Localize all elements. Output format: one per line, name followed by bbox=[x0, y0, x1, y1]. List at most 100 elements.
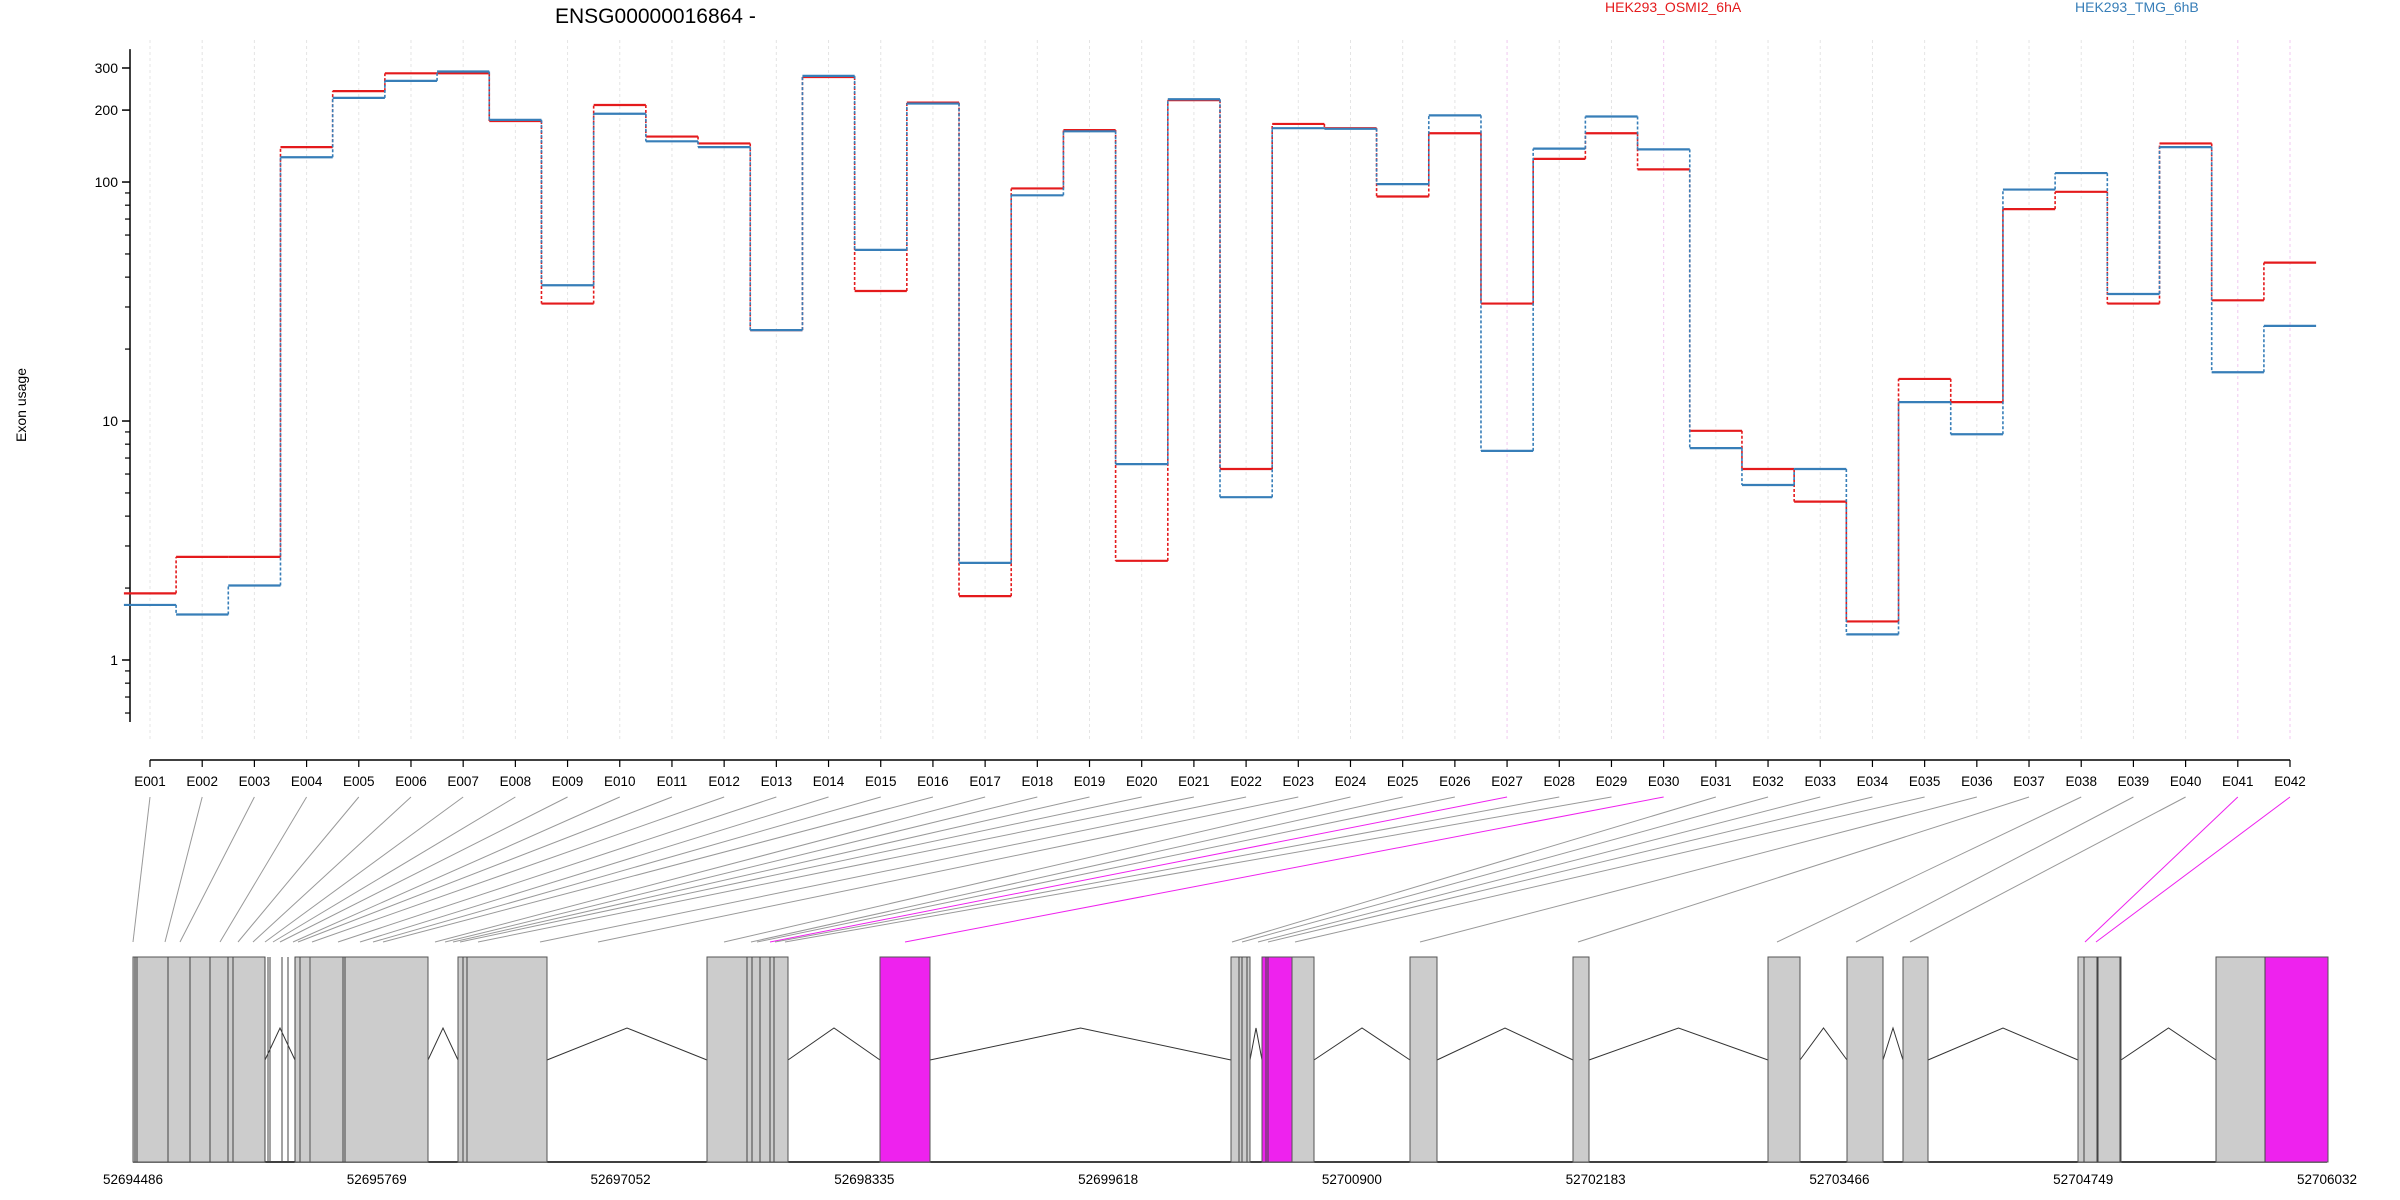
intron-line bbox=[546, 1027, 708, 1061]
exon-connector bbox=[1419, 796, 1977, 943]
exon-block bbox=[1409, 956, 1438, 1163]
intron-line bbox=[787, 1027, 881, 1061]
exon-connector bbox=[434, 796, 986, 943]
exon-connector bbox=[1257, 796, 1821, 943]
chart-title: ENSG00000016864 - bbox=[555, 5, 756, 28]
exon-connector bbox=[1294, 796, 1925, 943]
exon-label: E021 bbox=[1178, 774, 1210, 789]
genomic-coordinate-label: 52698335 bbox=[834, 1172, 894, 1187]
exon-connectors bbox=[132, 796, 2291, 943]
exon-connector bbox=[904, 796, 1664, 943]
intron-line bbox=[929, 1027, 1232, 1061]
intron-line bbox=[1249, 1027, 1263, 1061]
exon-connector bbox=[311, 796, 725, 943]
x-axis: E001 E002 E003 E004 E005 E006 E007 E008 E009 E010… bbox=[134, 759, 2306, 789]
exon-label: E012 bbox=[708, 774, 740, 789]
exon-connector bbox=[477, 796, 1195, 943]
exon-label: E014 bbox=[813, 774, 845, 789]
genomic-coordinate-label: 52704749 bbox=[2053, 1172, 2113, 1187]
intron-line bbox=[1882, 1026, 1904, 1061]
exon-connector bbox=[279, 796, 568, 943]
exon-block bbox=[457, 956, 548, 1163]
exon-connector bbox=[264, 796, 464, 943]
exon-connector bbox=[297, 796, 673, 943]
exon-label: E037 bbox=[2013, 774, 2045, 789]
exon-label: E020 bbox=[1126, 774, 1158, 789]
genomic-coordinate-label: 52706032 bbox=[2297, 1172, 2357, 1187]
exon-label: E033 bbox=[1804, 774, 1836, 789]
exon-label: E013 bbox=[761, 774, 793, 789]
intron-line bbox=[1927, 1027, 2079, 1061]
exon-connector bbox=[452, 796, 1090, 943]
exon-label: E028 bbox=[1544, 774, 1576, 789]
exon-label: E039 bbox=[2118, 774, 2150, 789]
intron-line bbox=[1313, 1027, 1411, 1061]
exon-label: E025 bbox=[1387, 774, 1419, 789]
exon-connector bbox=[337, 796, 777, 943]
exon-connector bbox=[179, 796, 255, 943]
genomic-coordinate-label: 52700900 bbox=[1322, 1172, 1382, 1187]
exon-label: E040 bbox=[2170, 774, 2202, 789]
exon-label: E015 bbox=[865, 774, 897, 789]
exon-connector bbox=[1267, 796, 1873, 943]
exon-label: E003 bbox=[239, 774, 271, 789]
exon-label: E006 bbox=[395, 774, 427, 789]
intron-line bbox=[427, 1026, 459, 1061]
legend-entry-osmi2: HEK293_OSMI2_6hA bbox=[1605, 0, 1742, 15]
exon-connector bbox=[1231, 796, 1716, 943]
genomic-coordinate-label: 52694486 bbox=[103, 1172, 163, 1187]
exon-label: E038 bbox=[2065, 774, 2097, 789]
exon-connector bbox=[784, 796, 1612, 943]
intron-line bbox=[1588, 1027, 1769, 1061]
exon-label: E001 bbox=[134, 774, 166, 789]
exon-label: E008 bbox=[500, 774, 532, 789]
y-tick-label: 300 bbox=[95, 60, 119, 76]
exon-connector bbox=[597, 796, 1299, 943]
exon-block bbox=[294, 956, 311, 1163]
exon-label: E027 bbox=[1491, 774, 1523, 789]
exon-block bbox=[1902, 956, 1929, 1163]
exon-label: E002 bbox=[186, 774, 218, 789]
genomic-coordinate-label: 52695769 bbox=[347, 1172, 407, 1187]
exon-label: E036 bbox=[1961, 774, 1993, 789]
exon-block bbox=[309, 956, 429, 1163]
genomic-coordinate-label: 52697052 bbox=[591, 1172, 651, 1187]
exon-block bbox=[1230, 956, 1251, 1163]
exon-connector bbox=[292, 796, 620, 943]
exon-label: E034 bbox=[1857, 774, 1889, 789]
exon-connector bbox=[164, 796, 203, 943]
exon-connector bbox=[723, 796, 1351, 943]
exon-label: E018 bbox=[1022, 774, 1054, 789]
exon-label: E041 bbox=[2222, 774, 2254, 789]
exon-block bbox=[1846, 956, 1884, 1163]
exon-block bbox=[1767, 956, 1801, 1163]
exon-block bbox=[2215, 956, 2266, 1163]
exon-connector bbox=[382, 796, 934, 943]
exon-label: E035 bbox=[1909, 774, 1941, 789]
exon-connector bbox=[1241, 796, 1769, 943]
genomic-coordinate-label: 52702183 bbox=[1566, 1172, 1626, 1187]
exon-connector bbox=[774, 796, 1560, 943]
exon-label: E005 bbox=[343, 774, 375, 789]
legend-entry-tmg: HEK293_TMG_6hB bbox=[2075, 0, 2199, 15]
exon-label: E042 bbox=[2274, 774, 2306, 789]
exon-connector bbox=[359, 796, 829, 943]
series-lines bbox=[123, 70, 2317, 636]
exon-connector bbox=[1909, 796, 2186, 943]
exon-label: E024 bbox=[1335, 774, 1367, 789]
exon-connector bbox=[1855, 796, 2134, 943]
exon-connector bbox=[444, 796, 1038, 943]
exon-label: E016 bbox=[917, 774, 949, 789]
exon-connector bbox=[219, 796, 308, 943]
exon-block bbox=[132, 956, 266, 1163]
exon-connector bbox=[1776, 796, 2082, 943]
exon-label: E007 bbox=[447, 774, 479, 789]
exon-label: E010 bbox=[604, 774, 636, 789]
highlighted-exon-block bbox=[1261, 956, 1293, 1163]
exon-label: E022 bbox=[1230, 774, 1262, 789]
highlighted-exon-block bbox=[2264, 956, 2329, 1163]
exon-label: E004 bbox=[291, 774, 323, 789]
highlighted-exon-block bbox=[879, 956, 931, 1163]
exon-connector bbox=[1577, 796, 2030, 943]
